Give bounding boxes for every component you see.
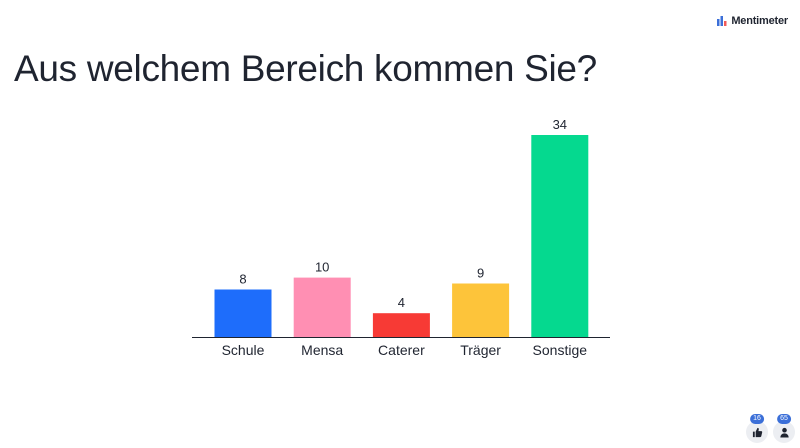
brand-logo: Mentimeter xyxy=(717,15,788,27)
category-label: Mensa xyxy=(301,342,343,358)
likes-count-badge: 16 xyxy=(750,414,764,424)
data-label: 8 xyxy=(239,272,246,287)
bar-schule xyxy=(214,289,272,337)
category-label: Sonstige xyxy=(533,342,588,358)
participants-count-badge: 65 xyxy=(777,414,791,424)
data-label: 9 xyxy=(477,266,484,281)
bar-sonstige xyxy=(531,135,589,337)
reactions-button[interactable]: 16 xyxy=(746,414,768,443)
thumbs-up-icon xyxy=(752,427,762,437)
person-icon xyxy=(779,427,789,438)
brand-name: Mentimeter xyxy=(731,15,788,27)
data-label: 10 xyxy=(315,260,329,275)
data-label: 34 xyxy=(553,117,567,132)
bar-caterer xyxy=(372,313,430,337)
category-label: Caterer xyxy=(378,342,425,358)
participants-button[interactable]: 65 xyxy=(773,414,795,443)
chart-title: Aus welchem Bereich kommen Sie? xyxy=(14,48,597,89)
bar-mensa xyxy=(293,277,351,337)
category-label: Träger xyxy=(460,342,501,358)
data-label: 4 xyxy=(398,295,405,310)
category-label: Schule xyxy=(222,342,265,358)
bar-tr-ger xyxy=(452,283,510,337)
mentimeter-logo-icon xyxy=(717,16,727,26)
